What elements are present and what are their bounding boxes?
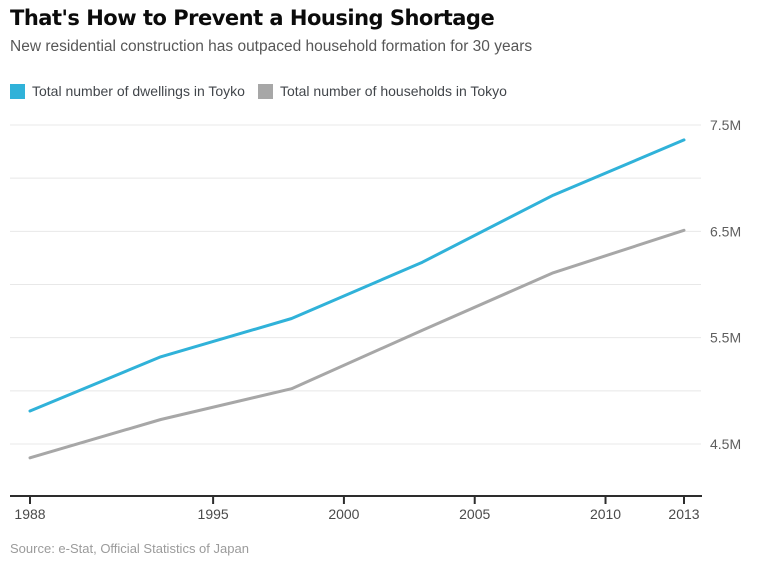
legend-label-households: Total number of households in Tokyo (279, 83, 507, 99)
y-axis-label: 4.5M (710, 436, 741, 452)
x-axis-label: 1988 (14, 506, 45, 522)
x-axis-label: 2013 (668, 506, 699, 522)
source-note: Source: e-Stat, Official Statistics of J… (10, 541, 249, 556)
y-axis-label: 6.5M (710, 223, 741, 239)
households-swatch-icon (257, 83, 273, 99)
y-axis-label: 5.5M (710, 330, 741, 346)
legend-label-dwellings: Total number of dwellings in Toyko (32, 83, 245, 99)
x-axis-label: 2000 (328, 506, 359, 522)
legend-item-dwellings: Total number of dwellings in Toyko (10, 83, 245, 99)
dwellings-swatch-icon (10, 83, 25, 99)
legend: Total number of dwellings in Toyko Total… (10, 83, 507, 99)
chart-subtitle: New residential construction has outpace… (10, 38, 533, 55)
series-line-0 (28, 138, 686, 413)
x-axis-label: 2005 (459, 506, 490, 522)
legend-item-households: Total number of households in Tokyo (257, 83, 507, 99)
x-axis-label: 2010 (590, 506, 621, 522)
page-title: That's How to Prevent a Housing Shortage (10, 6, 495, 30)
y-axis-label: 7.5M (710, 117, 741, 133)
series-line-1 (28, 228, 686, 460)
x-axis-label: 1995 (198, 506, 229, 522)
